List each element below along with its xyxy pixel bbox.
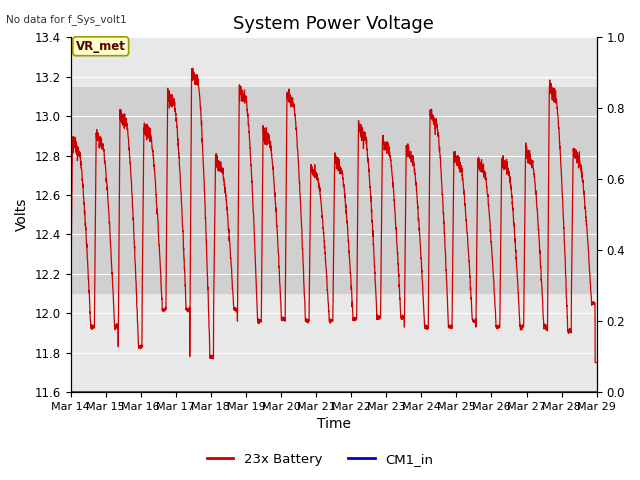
Y-axis label: Volts: Volts — [15, 198, 29, 231]
Text: No data for f_Sys_volt1: No data for f_Sys_volt1 — [6, 14, 127, 25]
Bar — [70, 86, 596, 294]
Text: VR_met: VR_met — [76, 40, 125, 53]
Title: System Power Voltage: System Power Voltage — [233, 15, 434, 33]
Legend: 23x Battery, CM1_in: 23x Battery, CM1_in — [202, 447, 438, 471]
X-axis label: Time: Time — [317, 418, 351, 432]
